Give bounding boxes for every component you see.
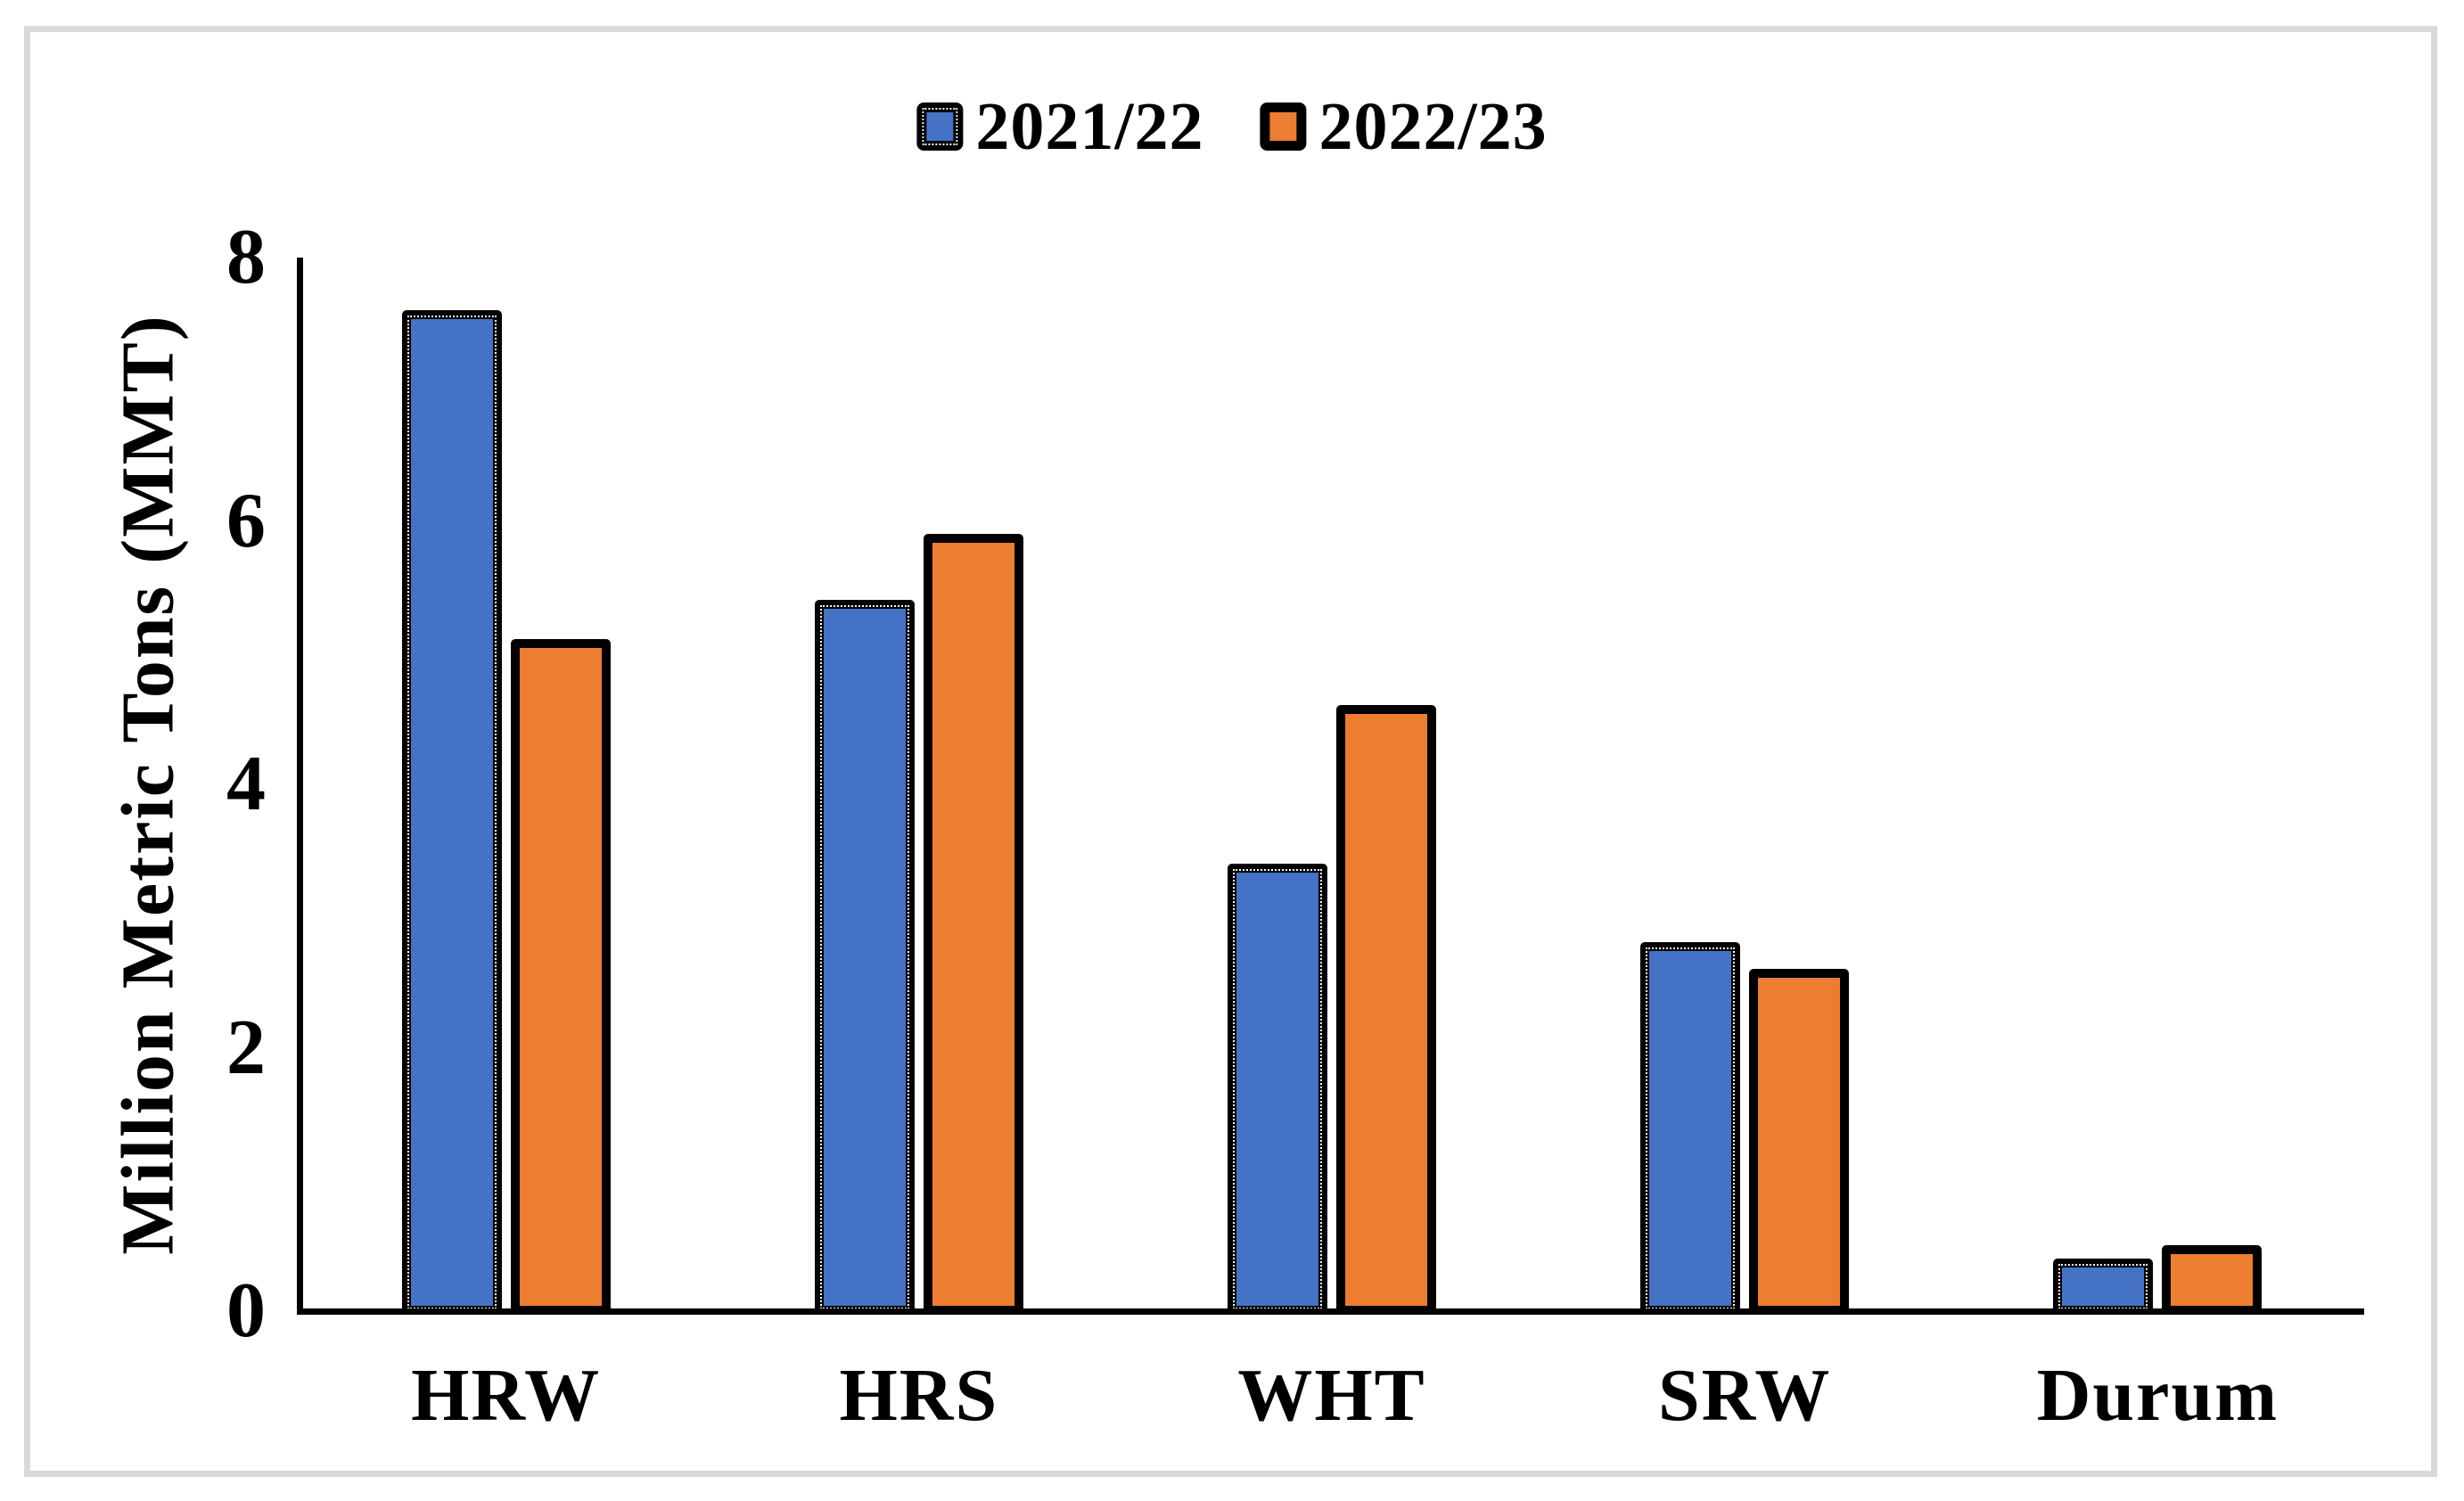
legend-label-2021-22: 2021/22 <box>975 89 1204 164</box>
legend-swatch-2022-23 <box>1260 103 1307 151</box>
x-axis-line <box>297 1308 2364 1315</box>
x-category-label-hrw: HRW <box>411 1354 602 1437</box>
bar-wht-2021-22 <box>1228 863 1327 1315</box>
y-tick-label-8: 8 <box>226 214 266 300</box>
bar-srw-2021-22 <box>1640 942 1741 1315</box>
y-tick-label-0: 0 <box>226 1267 266 1354</box>
bar-hrs-2021-22 <box>814 600 915 1315</box>
x-category-label-wht: WHT <box>1237 1354 1426 1437</box>
legend-item-2022-23: 2022/23 <box>1260 89 1548 164</box>
x-category-label-srw: SRW <box>1657 1354 1832 1437</box>
bar-hrs-2022-23 <box>923 534 1023 1315</box>
y-tick-label-2: 2 <box>226 1004 266 1091</box>
x-category-label-durum: Durum <box>2036 1354 2279 1437</box>
legend-item-2021-22: 2021/22 <box>916 93 1203 160</box>
y-tick-label-4: 4 <box>226 741 266 827</box>
bar-hrw-2022-23 <box>510 639 611 1315</box>
y-tick-label-6: 6 <box>226 477 266 564</box>
x-category-label-hrs: HRS <box>839 1354 999 1437</box>
legend: 2021/22 2022/23 <box>916 93 1547 160</box>
legend-swatch-2021-22 <box>916 103 964 151</box>
y-axis-line <box>297 258 303 1315</box>
legend-label-2022-23: 2022/23 <box>1318 89 1548 164</box>
bar-srw-2022-23 <box>1749 968 1850 1315</box>
